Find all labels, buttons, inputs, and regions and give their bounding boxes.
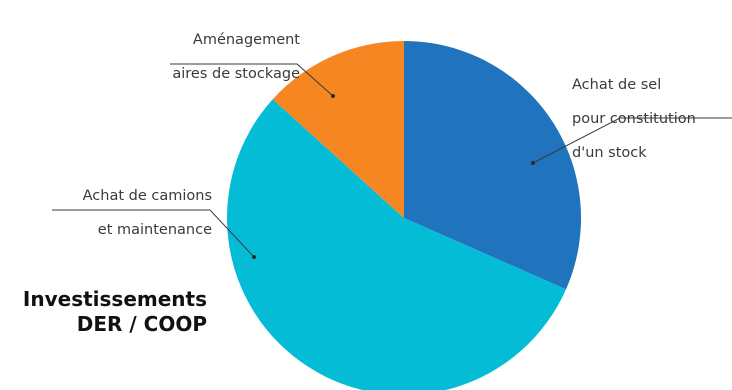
pie-slice-amenagement	[272, 41, 404, 218]
pie-slice-achat-de-sel	[404, 41, 581, 290]
leader-dot	[331, 94, 335, 98]
slice-label-line: Achat de camions	[82, 188, 212, 204]
leader-line-achat-de-camions	[52, 209, 255, 258]
pie-slice-achat-de-camions	[227, 99, 566, 390]
slice-label-amenagement: Aménagement aires de stockage	[172, 15, 300, 83]
slice-label-achat-de-camions: Achat de camions et maintenance	[83, 171, 212, 239]
slice-label-achat-de-sel: Achat de sel pour constitution d'un stoc…	[572, 60, 696, 162]
chart-title: Investissements DER / COOP	[23, 287, 207, 337]
chart-title-line: DER / COOP	[76, 312, 207, 336]
slice-label-line: et maintenance	[97, 222, 212, 238]
leader-dot	[252, 255, 256, 259]
slice-label-line: d'un stock	[572, 145, 647, 161]
leader-dot	[531, 161, 535, 165]
slice-label-line: aires de stockage	[172, 66, 300, 82]
slice-label-line: Achat de sel	[572, 77, 662, 93]
slice-label-line: Aménagement	[192, 32, 300, 48]
slice-label-line: pour constitution	[572, 111, 696, 127]
chart-title-line: Investissements	[22, 287, 207, 311]
leader-line-achat-de-sel	[532, 117, 732, 164]
leader-line-amenagement	[170, 63, 334, 97]
